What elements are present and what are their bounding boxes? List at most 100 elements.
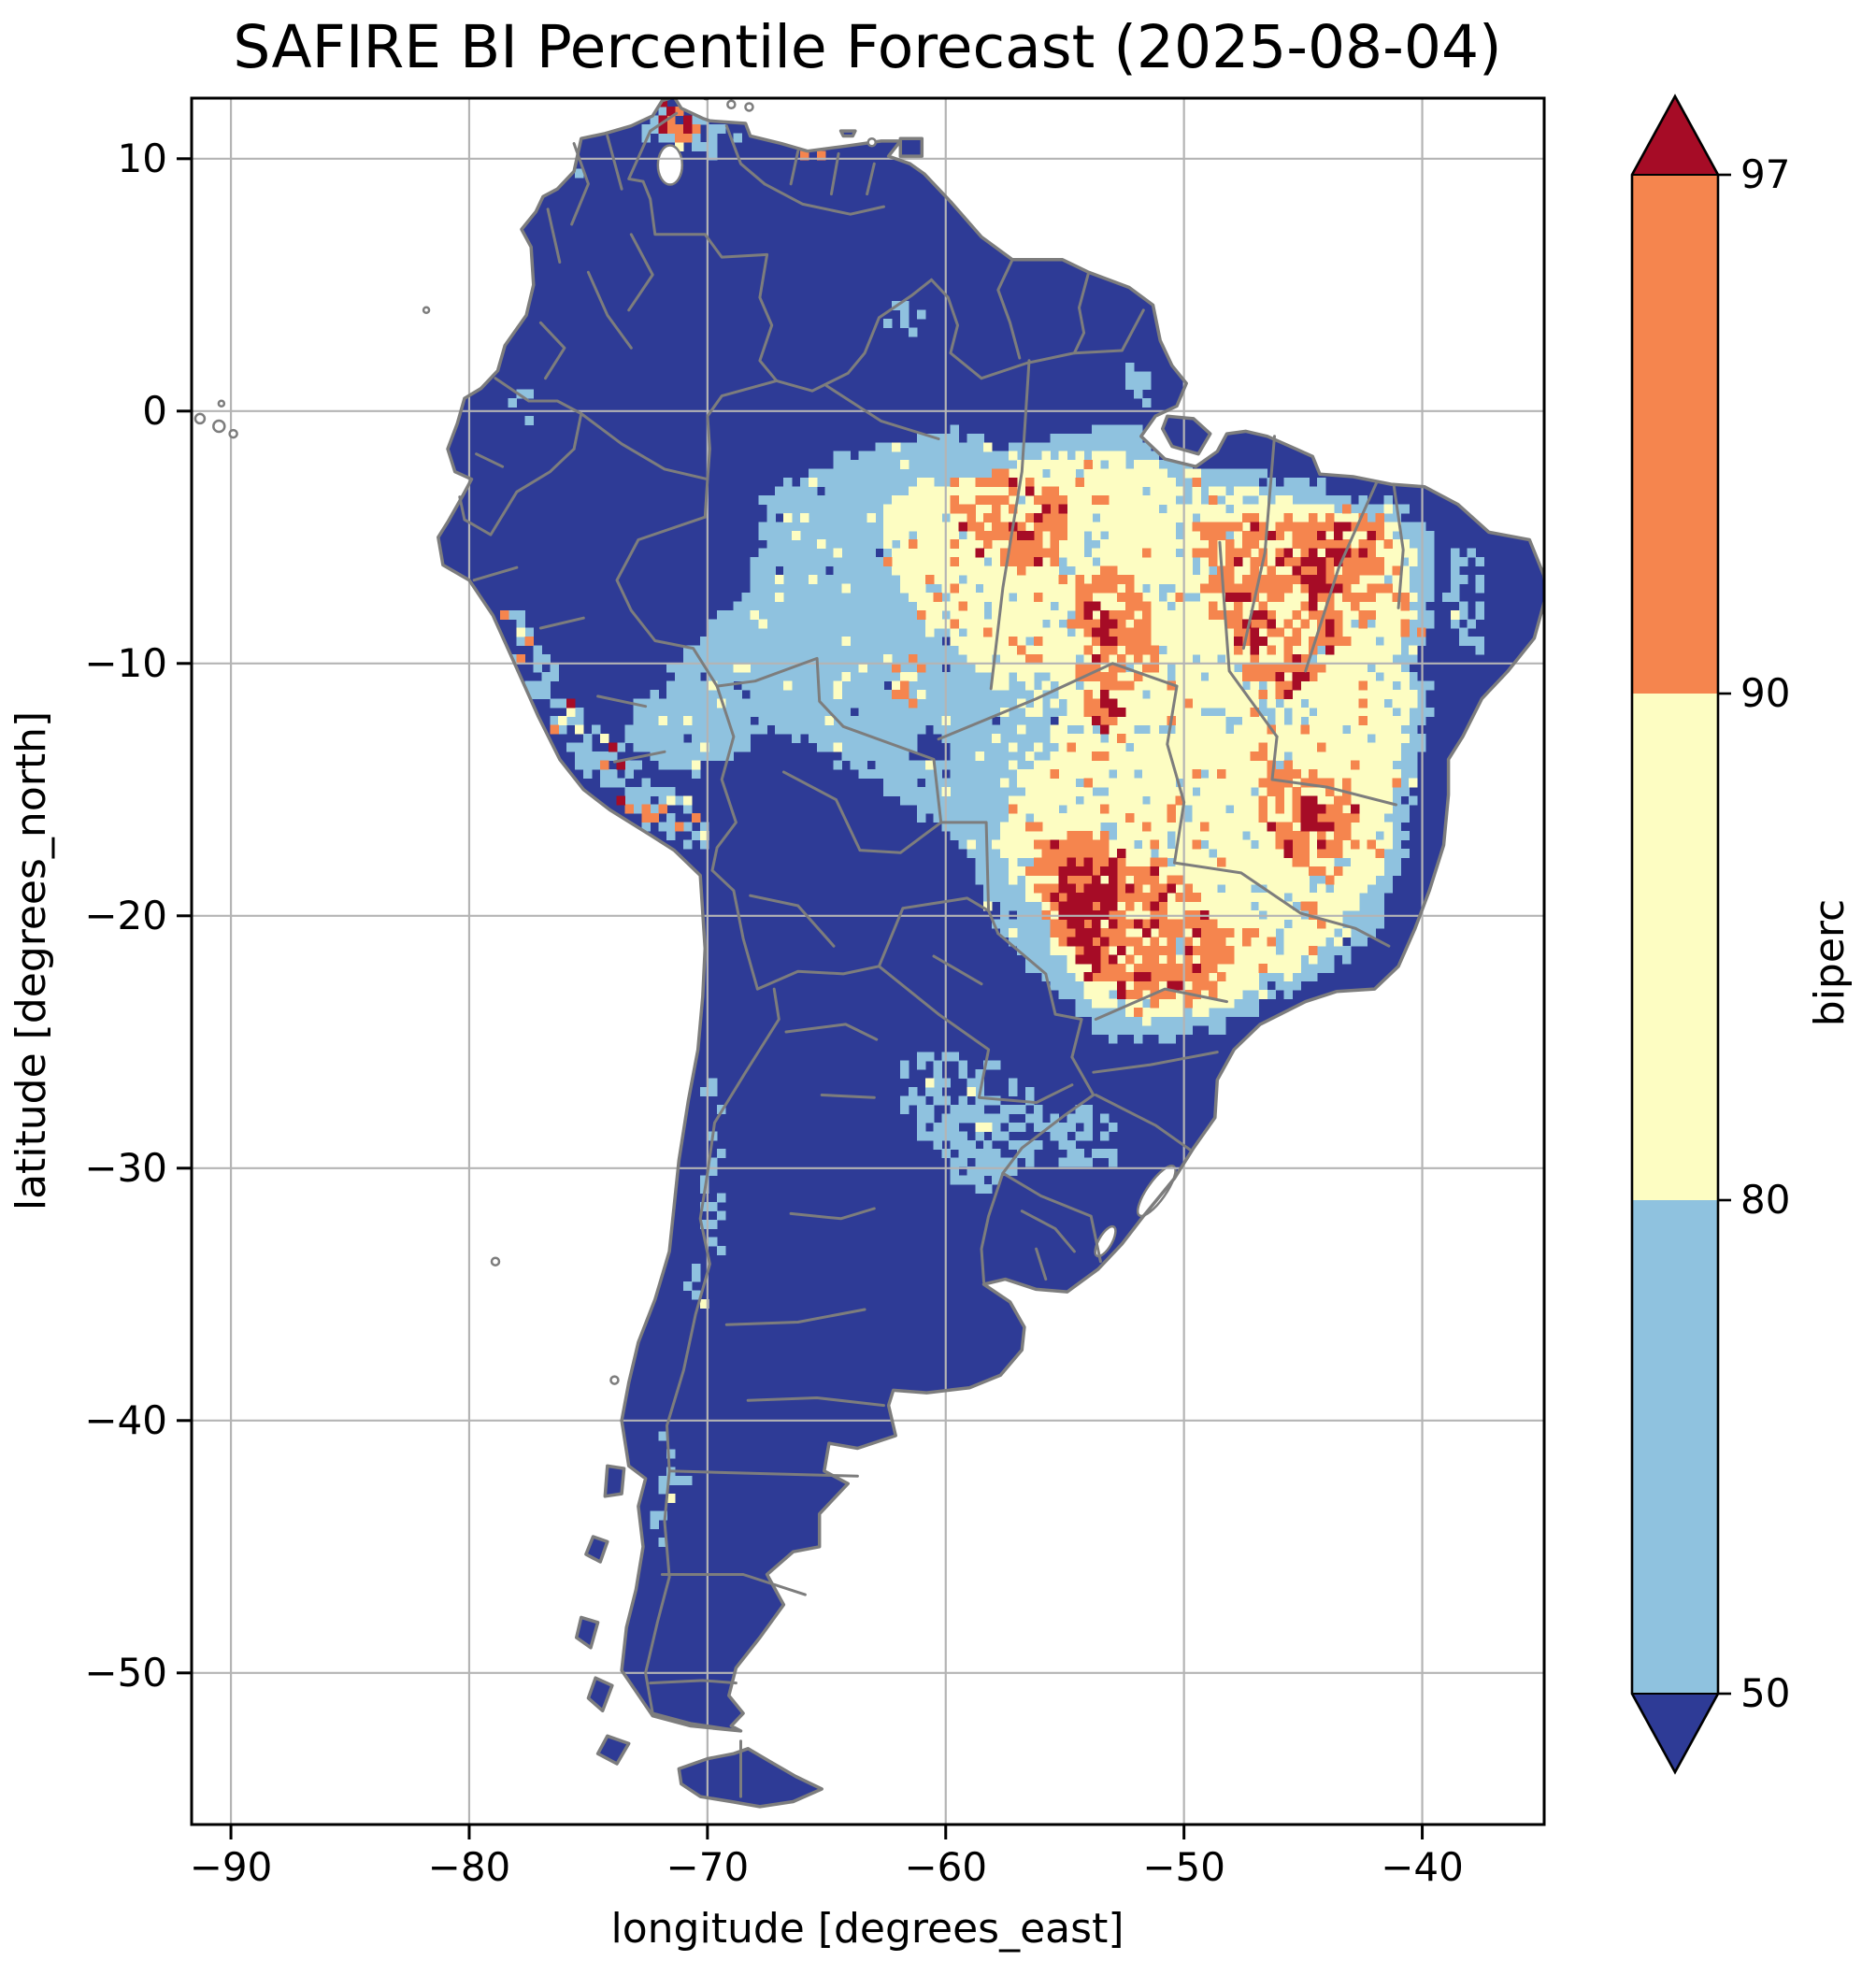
admin-boundary [715,656,1000,936]
admin-boundary [475,452,505,468]
colorbar-segment-50-80 [1632,1200,1718,1694]
admin-boundary [824,384,940,440]
coastline-stroke [437,98,1544,1733]
admin-boundary [866,162,876,196]
island-dot [217,399,226,408]
admin-boundary [1001,1171,1102,1264]
x-tick-label: −80 [428,1844,511,1890]
admin-boundary [989,359,1031,691]
island-dot [228,428,238,439]
x-tick-label: −40 [1381,1844,1464,1890]
admin-boundary [538,321,566,380]
admin-boundary [829,151,840,196]
coastline-stroke [677,1747,823,1809]
admin-boundary [1094,987,1228,1021]
admin-boundary [586,270,633,350]
coastline-stroke [595,1734,631,1766]
admin-boundary [746,1396,885,1408]
island-dot [212,419,226,434]
y-tick-label: −40 [84,1397,167,1443]
coastline-stroke [574,1615,600,1650]
admin-boundary [820,1094,876,1099]
cells-50-80 [508,107,1485,1548]
admin-boundary [627,111,779,382]
admin-boundary [612,750,666,764]
island-dot [490,1256,501,1267]
island-dot [866,137,877,148]
admin-boundary [789,150,800,186]
admin-boundary [458,447,576,537]
island-dot [193,412,207,425]
land-polygon [900,138,923,157]
admin-boundary [472,565,519,582]
coastline-stroke [603,1464,626,1498]
admin-boundary [877,896,991,968]
y-tick-label: 10 [118,136,167,181]
map-plot-area [192,98,1544,1825]
x-tick-label: −90 [190,1844,273,1890]
colorbar-tick-label: 97 [1740,151,1790,197]
colorbar: 97 90 80 50 [1630,93,1790,1775]
plot-title: SAFIRE BI Percentile Forecast (2025-08-0… [233,13,1501,81]
land-polygon [605,1466,624,1496]
admin-boundary [1092,1051,1219,1074]
admin-boundary [858,821,943,854]
admin-boundary [763,182,885,216]
admin-boundary [1241,435,1276,651]
admin-boundary [1218,540,1279,738]
admin-boundary [980,1171,1005,1283]
y-axis-label: latitude [degrees_north] [7,711,55,1210]
admin-boundary [606,135,623,191]
admin-boundary [784,1023,879,1041]
colorbar-tick-label: 90 [1740,670,1790,716]
admin-boundary [710,684,738,872]
admin-boundaries [458,111,1405,1798]
coastline-stroke [838,129,857,138]
admin-boundary [1020,1209,1076,1253]
admin-boundary [781,770,862,852]
y-tick-label: −50 [84,1650,167,1696]
island-dot [744,102,754,112]
lake [1136,1165,1177,1218]
admin-boundary [789,1207,876,1221]
admin-boundary [710,868,759,991]
island-dot [422,306,431,315]
admin-boundary [937,662,1179,741]
coastline-stroke [584,1535,609,1564]
admin-boundary [1035,1247,1048,1281]
admin-boundary [1072,270,1091,355]
colorbar-tick-label: 80 [1740,1177,1790,1223]
admin-boundary [1166,684,1186,865]
small-islands [193,98,877,1385]
admin-boundary [660,1573,807,1596]
admin-boundary [580,412,709,519]
admin-boundary [932,954,983,986]
lake [656,144,684,186]
colorbar-extend-upper [1632,96,1718,175]
admin-boundary [546,208,562,264]
x-axis-label: longitude [degrees_east] [611,1905,1124,1953]
colorbar-label: biperc [1806,899,1854,1026]
coastline [437,98,1544,1809]
admin-boundary [644,987,780,1733]
admin-boundary [724,1308,866,1326]
land-polygon [679,1748,823,1807]
y-tick-label: −30 [84,1145,167,1191]
y-tick-label: −10 [84,640,167,686]
colorbar-segment-90-97 [1632,175,1718,694]
admin-boundary [1173,861,1391,948]
grid-lines [192,98,1544,1825]
coastline-stroke [898,136,924,158]
x-tick-label: −60 [904,1844,987,1890]
admin-boundary [1094,1094,1193,1152]
island-dot [609,1375,620,1385]
admin-boundary [1270,735,1397,807]
x-tick-label: −70 [666,1844,750,1890]
colorbar-segment-80-90 [1632,694,1718,1200]
coastline-stroke [1160,414,1212,456]
admin-boundary [494,377,583,451]
admin-boundary [615,515,719,688]
y-tick-label: 0 [142,388,167,434]
